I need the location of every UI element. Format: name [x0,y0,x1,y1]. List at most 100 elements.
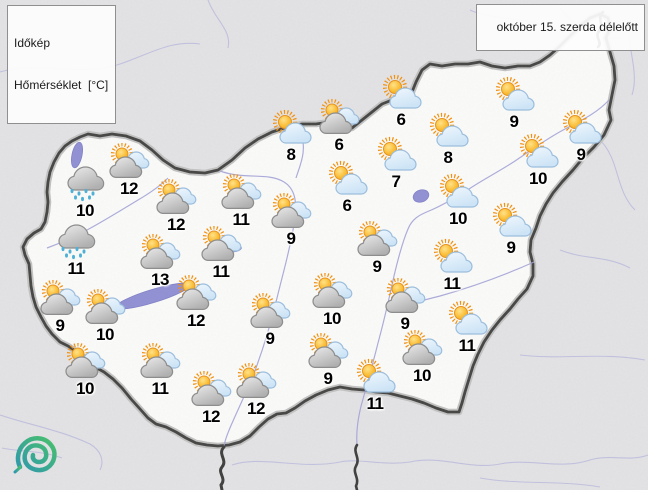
station-temperature: 9 [400,314,410,333]
station-temperature: 11 [458,336,476,355]
weather-station: 11 [426,238,478,293]
weather-station: 11 [195,226,247,281]
partly-sunny-icon [426,238,478,276]
partly-sunny-icon [441,300,493,338]
station-temperature: 6 [334,135,344,154]
mostly-cloudy-icon [396,330,448,368]
mostly-cloudy-icon [195,226,247,264]
station-temperature: 11 [151,379,169,398]
map-legend-panel: Időkép Hőmérséklet [°C] [7,5,117,124]
mostly-cloudy-icon [265,193,317,231]
weather-station: 9 [488,76,540,131]
weather-station: 12 [103,143,155,198]
mostly-cloudy-icon [302,333,354,371]
weather-station: 10 [306,273,358,328]
station-temperature: 6 [396,110,406,129]
weather-station: 8 [422,112,474,167]
weather-station: 12 [230,363,282,418]
weather-station: 9 [351,221,403,276]
mostly-cloudy-icon [170,275,222,313]
station-temperature: 9 [55,316,65,335]
partly-sunny-icon [488,76,540,114]
mostly-cloudy-icon [59,343,111,381]
weather-station: 10 [79,289,131,344]
weather-station: 10 [59,165,111,220]
weather-station: 9 [555,109,607,164]
weather-station: 10 [512,133,564,188]
weather-station: 12 [150,179,202,234]
station-temperature: 11 [67,259,85,278]
mostly-cloudy-icon [34,280,86,318]
mostly-cloudy-icon [150,179,202,217]
date-panel: október 15. szerda délelőtt [476,4,645,51]
station-temperature: 10 [529,169,547,188]
idokep-swirl-logo-icon [13,436,57,474]
weather-station: 9 [379,278,431,333]
weather-station: 9 [265,193,317,248]
station-temperature: 10 [449,209,467,228]
station-temperature: 9 [509,112,519,131]
partly-sunny-icon [321,160,373,198]
weather-station: 12 [185,371,237,426]
station-temperature: 10 [76,379,94,398]
weather-station: 9 [302,333,354,388]
weather-station: 13 [134,234,186,289]
date-label: október 15. szerda délelőtt [496,20,638,34]
mostly-cloudy-icon [215,174,267,212]
partly-sunny-icon [265,109,317,147]
mostly-cloudy-icon [134,234,186,272]
weather-station: 10 [396,330,448,385]
weather-station: 11 [441,300,493,355]
mostly-cloudy-icon [379,278,431,316]
weather-station: 11 [215,174,267,229]
station-temperature: 7 [391,172,401,191]
weather-station: 9 [485,202,537,257]
station-temperature: 9 [506,238,516,257]
station-temperature: 9 [286,229,296,248]
station-temperature: 9 [323,369,333,388]
station-temperature: 11 [443,274,461,293]
rain-shower-icon [50,223,102,261]
station-temperature: 12 [187,311,205,330]
station-temperature: 9 [265,329,275,348]
mostly-cloudy-icon [306,273,358,311]
station-temperature: 13 [151,270,169,289]
station-temperature: 11 [366,394,384,413]
weather-station: 9 [244,293,296,348]
partly-sunny-icon [485,202,537,240]
mostly-cloudy-icon [313,99,365,137]
rain-shower-icon [59,165,111,203]
legend-parameter: Hőmérséklet [°C] [14,78,109,92]
station-temperature: 9 [576,145,586,164]
station-temperature: 8 [286,145,296,164]
weather-station: 6 [375,74,427,129]
station-temperature: 11 [232,210,250,229]
legend-title: Időkép [14,36,51,50]
weather-station: 6 [313,99,365,154]
partly-sunny-icon [555,109,607,147]
partly-sunny-icon [432,173,484,211]
partly-sunny-icon [422,112,474,150]
weather-station: 9 [34,280,86,335]
partly-sunny-icon [349,358,401,396]
partly-sunny-icon [370,136,422,174]
mostly-cloudy-icon [351,221,403,259]
weather-station: 12 [170,275,222,330]
station-temperature: 10 [96,325,114,344]
mostly-cloudy-icon [79,289,131,327]
mostly-cloudy-icon [103,143,155,181]
weather-station: 8 [265,109,317,164]
station-temperature: 9 [372,257,382,276]
weather-station: 10 [59,343,111,398]
station-temperature: 10 [76,201,94,220]
station-temperature: 10 [323,309,341,328]
station-temperature: 10 [413,366,431,385]
weather-station: 11 [50,223,102,278]
station-temperature: 12 [120,179,138,198]
station-temperature: 8 [443,148,453,167]
weather-station: 6 [321,160,373,215]
station-temperature: 12 [167,215,185,234]
station-temperature: 12 [202,407,220,426]
mostly-cloudy-icon [244,293,296,331]
